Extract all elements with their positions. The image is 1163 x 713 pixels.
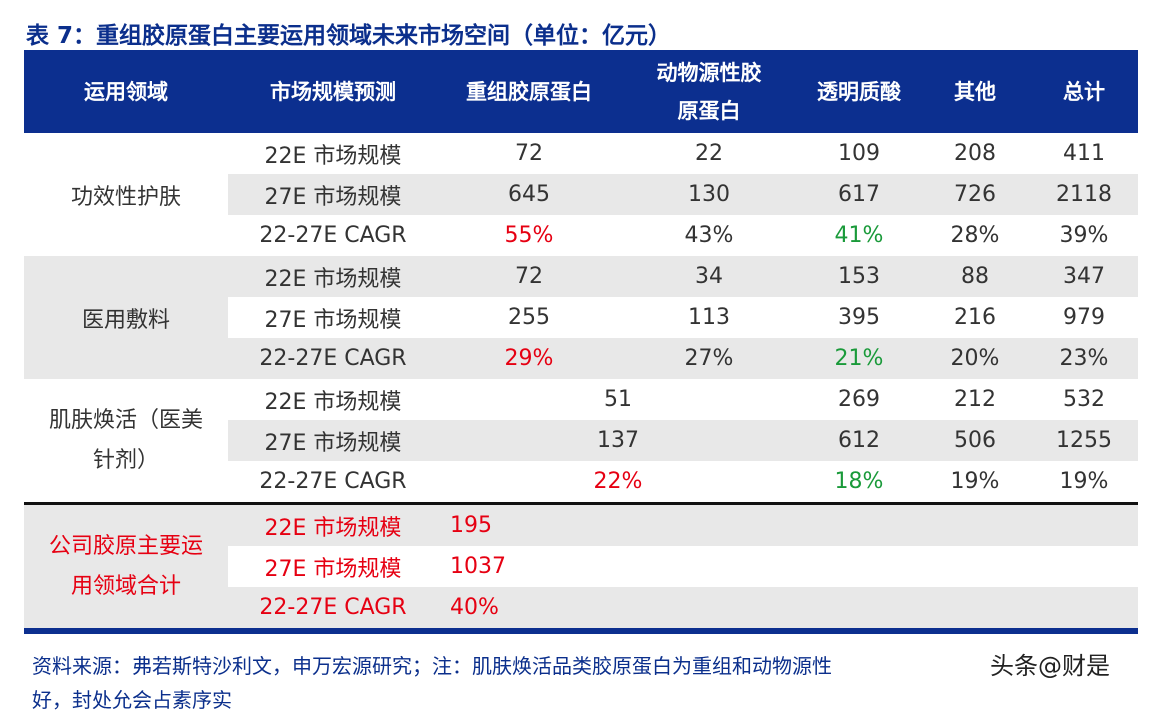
metric: 22E 市场规模	[264, 389, 402, 415]
group-label: 肌肤焕活（医美 针剂）	[24, 379, 228, 504]
cell: 208	[954, 141, 996, 166]
table-row: 22-27E CAGR 55% 43% 41% 28% 39%	[24, 215, 1138, 256]
cell: 506	[954, 428, 996, 453]
metric: 22-27E CAGR	[259, 346, 407, 371]
cell: 55%	[504, 223, 554, 248]
cell: 22%	[593, 469, 643, 494]
group-label-line2: 用领域合计	[70, 573, 181, 599]
cell: 28%	[950, 223, 1000, 248]
cell: 19%	[950, 469, 1000, 494]
cell: 645	[508, 182, 550, 207]
group-label: 公司胶原主要运 用领域合计	[24, 502, 228, 631]
cell: 726	[954, 182, 996, 207]
table-row: 肌肤焕活（医美 针剂） 22E 市场规模 51 269 212 532	[24, 379, 1138, 473]
cell: 212	[954, 387, 996, 412]
cell: 411	[1063, 141, 1105, 166]
cell: 532	[1063, 387, 1105, 412]
market-table: 运用领域 市场规模预测 重组胶原蛋白 动物源性胶原蛋白 透明质酸 其他 总计 功…	[24, 50, 1138, 634]
table-row: 医用敷料 22E 市场规模 72 34 153 88 347	[24, 256, 1138, 379]
cell: 216	[954, 305, 996, 330]
source-note: 资料来源：弗若斯特沙利文，申万宏源研究；注：肌肤焕活品类胶原蛋白为重组和动物源性	[32, 654, 832, 678]
header-animal-line2: 原蛋白	[677, 98, 741, 123]
group-label-line1: 肌肤焕活（医美	[48, 407, 203, 433]
cell: 23%	[1059, 346, 1109, 371]
cell: 153	[838, 264, 880, 289]
cell: 255	[508, 305, 550, 330]
cell: 130	[688, 182, 730, 207]
metric: 22-27E CAGR	[259, 223, 407, 248]
cell: 27%	[684, 346, 734, 371]
group-label-line2: 针剂）	[92, 447, 159, 473]
header-forecast: 市场规模预测	[228, 50, 438, 133]
cell: 88	[961, 264, 989, 289]
cell: 18%	[834, 469, 884, 494]
header-animal-line1: 动物源性胶	[656, 60, 762, 85]
metric: 22-27E CAGR	[259, 469, 407, 494]
cell: 617	[838, 182, 880, 207]
header-ha: 透明质酸	[798, 50, 920, 133]
table-row: 公司胶原主要运 用领域合计 22E 市场规模 195	[24, 502, 1138, 631]
table-row: 27E 市场规模 255 113 395 216 979	[24, 297, 1138, 338]
group-label: 医用敷料	[24, 256, 228, 379]
header-field: 运用领域	[24, 50, 228, 133]
source-note-line2: 好，封处允会占素序实	[32, 688, 232, 712]
cell: 34	[695, 264, 723, 289]
cell: 51	[604, 387, 632, 412]
cell: 612	[838, 428, 880, 453]
metric: 27E 市场规模	[264, 430, 402, 456]
cell: 19%	[1059, 469, 1109, 494]
metric: 27E 市场规模	[264, 556, 402, 582]
watermark: 头条@财是	[990, 652, 1110, 680]
table-row: 27E 市场规模 1037	[24, 546, 1138, 587]
cell: 195	[438, 502, 1138, 546]
cell: 72	[515, 264, 543, 289]
metric: 22E 市场规模	[264, 143, 402, 169]
cell: 347	[1063, 264, 1105, 289]
table-row: 功效性护肤 22E 市场规模 72 22 109 208 411	[24, 133, 1138, 210]
header-other: 其他	[920, 50, 1030, 133]
cell: 43%	[684, 223, 734, 248]
cell: 21%	[834, 346, 884, 371]
cell: 109	[838, 141, 880, 166]
table-row: 22-27E CAGR 22% 18% 19% 19%	[24, 461, 1138, 504]
header-animal: 动物源性胶 原蛋白	[620, 50, 798, 133]
cell: 29%	[504, 346, 554, 371]
table-title: 表 7：重组胶原蛋白主要运用领域未来市场空间（单位：亿元）	[26, 23, 672, 49]
header-total: 总计	[1030, 50, 1138, 133]
group-label: 功效性护肤	[70, 184, 181, 210]
cell: 979	[1063, 305, 1105, 330]
metric: 27E 市场规模	[264, 307, 402, 333]
metric: 22E 市场规模	[264, 266, 402, 292]
metric: 22E 市场规模	[228, 502, 438, 546]
cell: 20%	[950, 346, 1000, 371]
cell: 40%	[450, 595, 499, 620]
header-recombinant: 重组胶原蛋白	[438, 50, 620, 133]
cell: 72	[515, 141, 543, 166]
header-row: 运用领域 市场规模预测 重组胶原蛋白 动物源性胶原蛋白 透明质酸 其他 总计	[24, 50, 1138, 133]
cell: 22	[695, 141, 723, 166]
cell: 137	[597, 428, 639, 453]
metric: 22-27E CAGR	[259, 595, 407, 620]
cell: 269	[838, 387, 880, 412]
cell: 113	[688, 305, 730, 330]
group-label-line1: 公司胶原主要运	[48, 533, 203, 559]
cell: 39%	[1059, 223, 1109, 248]
cell: 2118	[1056, 182, 1112, 207]
cell: 1037	[450, 554, 506, 579]
cell: 41%	[834, 223, 884, 248]
metric: 27E 市场规模	[264, 184, 402, 210]
cell: 1255	[1056, 428, 1112, 453]
cell: 395	[838, 305, 880, 330]
